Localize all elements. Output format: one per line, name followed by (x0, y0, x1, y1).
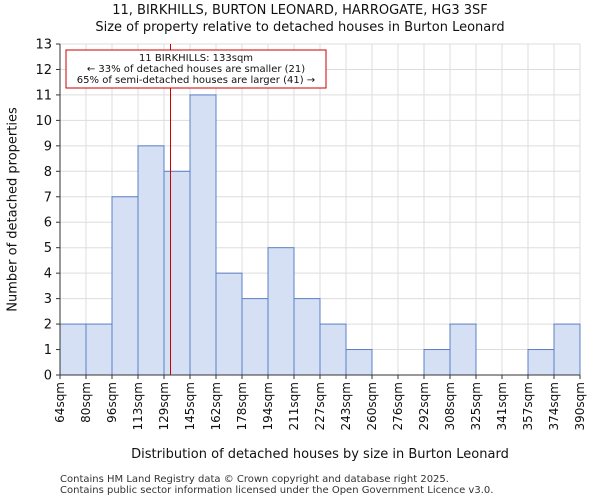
bar-145sqm (189, 94, 217, 376)
y-tick-label: 6 (44, 216, 52, 231)
x-tick-label: 211sqm (287, 382, 301, 430)
x-tick-label: 276sqm (391, 382, 405, 430)
y-tick-label: 2 (44, 318, 52, 333)
y-tick-label: 13 (35, 38, 52, 53)
y-tick-label: 7 (44, 190, 52, 205)
bar-211sqm (293, 298, 321, 376)
chart-subtitle: Size of property relative to detached ho… (95, 20, 505, 35)
annotation-line: 11 BIRKHILLS: 133sqm (139, 53, 253, 64)
bar-178sqm (241, 298, 269, 376)
x-tick-label: 96sqm (105, 382, 119, 423)
footer-copyright: Contains HM Land Registry data © Crown c… (60, 474, 449, 485)
bar-308sqm (449, 323, 477, 376)
x-tick-label: 341sqm (495, 382, 509, 430)
x-tick-label: 162sqm (209, 382, 223, 430)
chart-title: 11, BIRKHILLS, BURTON LEONARD, HARROGATE… (112, 3, 488, 18)
y-tick-label: 0 (44, 369, 52, 384)
y-tick-label: 1 (44, 343, 52, 358)
bar-64sqm (59, 323, 87, 376)
footer-licence: Contains public sector information licen… (60, 485, 494, 496)
bar-129sqm (163, 170, 191, 376)
bar-227sqm (319, 323, 347, 376)
y-tick-label: 4 (44, 267, 52, 282)
x-tick-label: 80sqm (79, 382, 93, 423)
x-tick-label: 194sqm (261, 382, 275, 430)
x-tick-label: 64sqm (53, 382, 67, 423)
bar-292sqm (423, 349, 451, 376)
x-tick-label: 390sqm (573, 382, 587, 430)
bar-162sqm (215, 272, 243, 376)
annotation-line: ← 33% of detached houses are smaller (21… (87, 64, 305, 75)
y-axis-label: Number of detached properties (6, 107, 21, 312)
annotation-line: 65% of semi-detached houses are larger (… (77, 75, 315, 86)
bar-357sqm (527, 349, 555, 376)
x-tick-label: 113sqm (131, 382, 145, 430)
x-tick-label: 292sqm (417, 382, 431, 430)
bar-113sqm (137, 145, 165, 376)
y-tick-label: 10 (35, 114, 52, 129)
bar-96sqm (111, 196, 139, 376)
bar-194sqm (267, 247, 295, 376)
bar-243sqm (345, 349, 373, 376)
x-tick-label: 129sqm (157, 382, 171, 430)
y-tick-label: 12 (35, 63, 52, 78)
bar-80sqm (85, 323, 113, 376)
y-tick-label: 11 (35, 88, 52, 103)
x-tick-label: 308sqm (443, 382, 457, 430)
x-tick-label: 227sqm (313, 382, 327, 430)
x-tick-label: 357sqm (521, 382, 535, 430)
y-tick-label: 3 (44, 292, 52, 307)
annotation-box (65, 49, 327, 89)
x-tick-label: 325sqm (469, 382, 483, 430)
x-tick-label: 178sqm (235, 382, 249, 430)
bar-374sqm (553, 323, 581, 376)
y-tick-label: 8 (44, 165, 52, 180)
y-tick-label: 9 (44, 139, 52, 154)
x-axis-label: Distribution of detached houses by size … (131, 447, 509, 462)
x-tick-label: 145sqm (183, 382, 197, 430)
x-tick-label: 374sqm (547, 382, 561, 430)
x-tick-label: 243sqm (339, 382, 353, 430)
x-tick-label: 260sqm (365, 382, 379, 430)
y-tick-label: 5 (44, 241, 52, 256)
